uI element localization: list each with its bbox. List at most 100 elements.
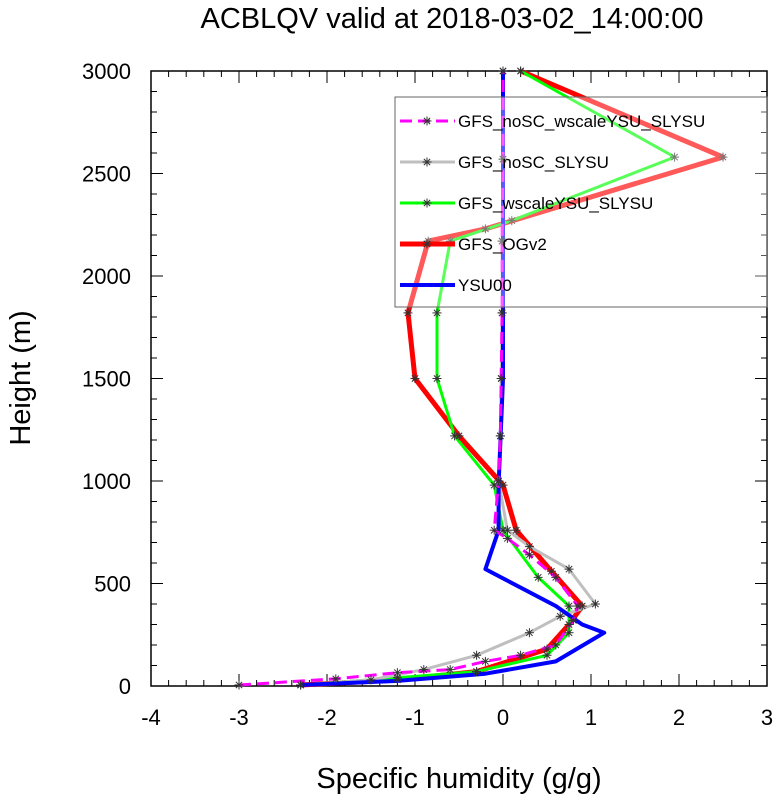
- data-point-marker: [497, 236, 507, 246]
- legend-label: GFS_wscaleYSU_SLYSU: [458, 194, 653, 213]
- chart-title: ACBLQV valid at 2018-03-02_14:00:00: [200, 3, 703, 35]
- marker-stroke: [525, 629, 533, 637]
- x-axis-label: Specific humidity (g/g): [316, 763, 601, 795]
- marker-stroke: [525, 543, 533, 551]
- data-point-marker: [419, 665, 429, 675]
- data-point-marker: [577, 601, 587, 611]
- marker-stroke: [446, 666, 454, 674]
- marker-stroke: [503, 534, 511, 542]
- data-point-marker: [564, 620, 574, 629]
- data-point-marker: [403, 308, 413, 318]
- data-point-marker: [497, 308, 507, 318]
- marker-stroke: [481, 225, 489, 233]
- data-point-marker: [422, 239, 432, 249]
- marker-stroke: [455, 432, 463, 440]
- data-point-marker: [516, 650, 526, 660]
- data-point-marker: [507, 216, 517, 226]
- marker-stroke: [525, 551, 533, 559]
- x-tick-label: -2: [317, 705, 337, 730]
- data-point-marker: [472, 650, 482, 660]
- data-point-marker: [511, 525, 521, 535]
- series-line-GFS_noSC_wscaleYSU_SLYSU: [238, 71, 580, 687]
- legend: GFS_noSC_wscaleYSU_SLYSU GFS_noSC_SLYSU GF…: [394, 96, 768, 308]
- data-point-marker: [331, 674, 341, 684]
- data-point-marker: [489, 525, 499, 535]
- data-point-marker: [590, 599, 600, 609]
- data-point-marker: [498, 66, 508, 76]
- data-point-marker: [480, 656, 490, 666]
- marker-stroke: [332, 675, 340, 683]
- x-tick-label: 0: [497, 705, 509, 730]
- legend-label: YSU00: [458, 276, 512, 295]
- marker-stroke: [534, 573, 542, 581]
- marker-stroke: [543, 645, 551, 653]
- data-point-marker: [498, 480, 508, 490]
- data-point-marker: [422, 157, 432, 167]
- data-point-marker: [489, 480, 499, 490]
- marker-stroke: [235, 681, 243, 689]
- data-point-marker: [234, 680, 244, 690]
- marker-stroke: [512, 526, 520, 534]
- marker-stroke: [490, 526, 498, 534]
- data-point-marker: [296, 680, 306, 690]
- x-tick-label: 3: [761, 705, 773, 730]
- marker-stroke: [517, 67, 525, 75]
- y-axis-label: Height (m): [5, 310, 37, 445]
- marker-stroke: [490, 481, 498, 489]
- data-point-marker: [542, 644, 552, 654]
- marker-stroke: [671, 153, 679, 161]
- data-point-marker: [555, 611, 565, 621]
- y-tick-label: 2000: [82, 264, 131, 289]
- y-tick-label: 500: [94, 572, 131, 597]
- marker-stroke: [543, 651, 551, 659]
- data-point-marker: [564, 628, 574, 638]
- legend-label: GFS_noSC_wscaleYSU_SLYSU: [458, 112, 705, 131]
- data-point-marker: [410, 374, 420, 383]
- marker-stroke: [433, 309, 441, 317]
- data-point-marker: [422, 116, 432, 126]
- data-point-marker: [366, 675, 376, 685]
- x-tick-label: -1: [405, 705, 425, 730]
- data-point-marker: [551, 640, 561, 650]
- marker-stroke: [496, 432, 504, 440]
- x-tick-label: 2: [673, 705, 685, 730]
- legend-label: GFS_OGv2: [458, 235, 547, 254]
- marker-stroke: [499, 67, 507, 75]
- marker-stroke: [498, 237, 506, 245]
- marker-stroke: [423, 199, 431, 207]
- y-tick-label: 3000: [82, 59, 131, 84]
- data-point-marker: [564, 601, 574, 611]
- data-point-marker: [496, 374, 506, 383]
- marker-stroke: [499, 481, 507, 489]
- data-point-marker: [422, 198, 432, 208]
- marker-stroke: [508, 217, 516, 225]
- data-point-marker: [498, 525, 508, 535]
- x-tick-label: -3: [229, 705, 249, 730]
- marker-stroke: [499, 155, 507, 163]
- y-tick-label: 1500: [82, 367, 131, 392]
- data-point-marker: [551, 572, 561, 582]
- data-point-marker: [524, 542, 534, 552]
- marker-stroke: [565, 565, 573, 573]
- data-point-marker: [524, 628, 534, 638]
- marker-stroke: [473, 651, 481, 659]
- marker-stroke: [411, 374, 419, 383]
- marker-stroke: [565, 602, 573, 610]
- data-point-marker: [454, 431, 464, 441]
- series-layer: [234, 66, 728, 690]
- data-point-marker: [718, 152, 728, 162]
- data-point-marker: [495, 431, 505, 441]
- marker-stroke: [719, 153, 727, 161]
- marker-stroke: [481, 657, 489, 665]
- data-point-marker: [432, 374, 442, 383]
- marker-stroke: [578, 602, 586, 610]
- data-point-marker: [445, 665, 455, 675]
- marker-stroke: [499, 526, 507, 534]
- axes-layer: -4 -3 -2 -1 0 1 2 3 0 500 1000 1500 2000 2500 3000: [82, 59, 773, 730]
- marker-stroke: [423, 158, 431, 166]
- data-point-marker: [498, 154, 508, 164]
- series-line-YSU00: [300, 71, 607, 687]
- marker-stroke: [297, 681, 305, 689]
